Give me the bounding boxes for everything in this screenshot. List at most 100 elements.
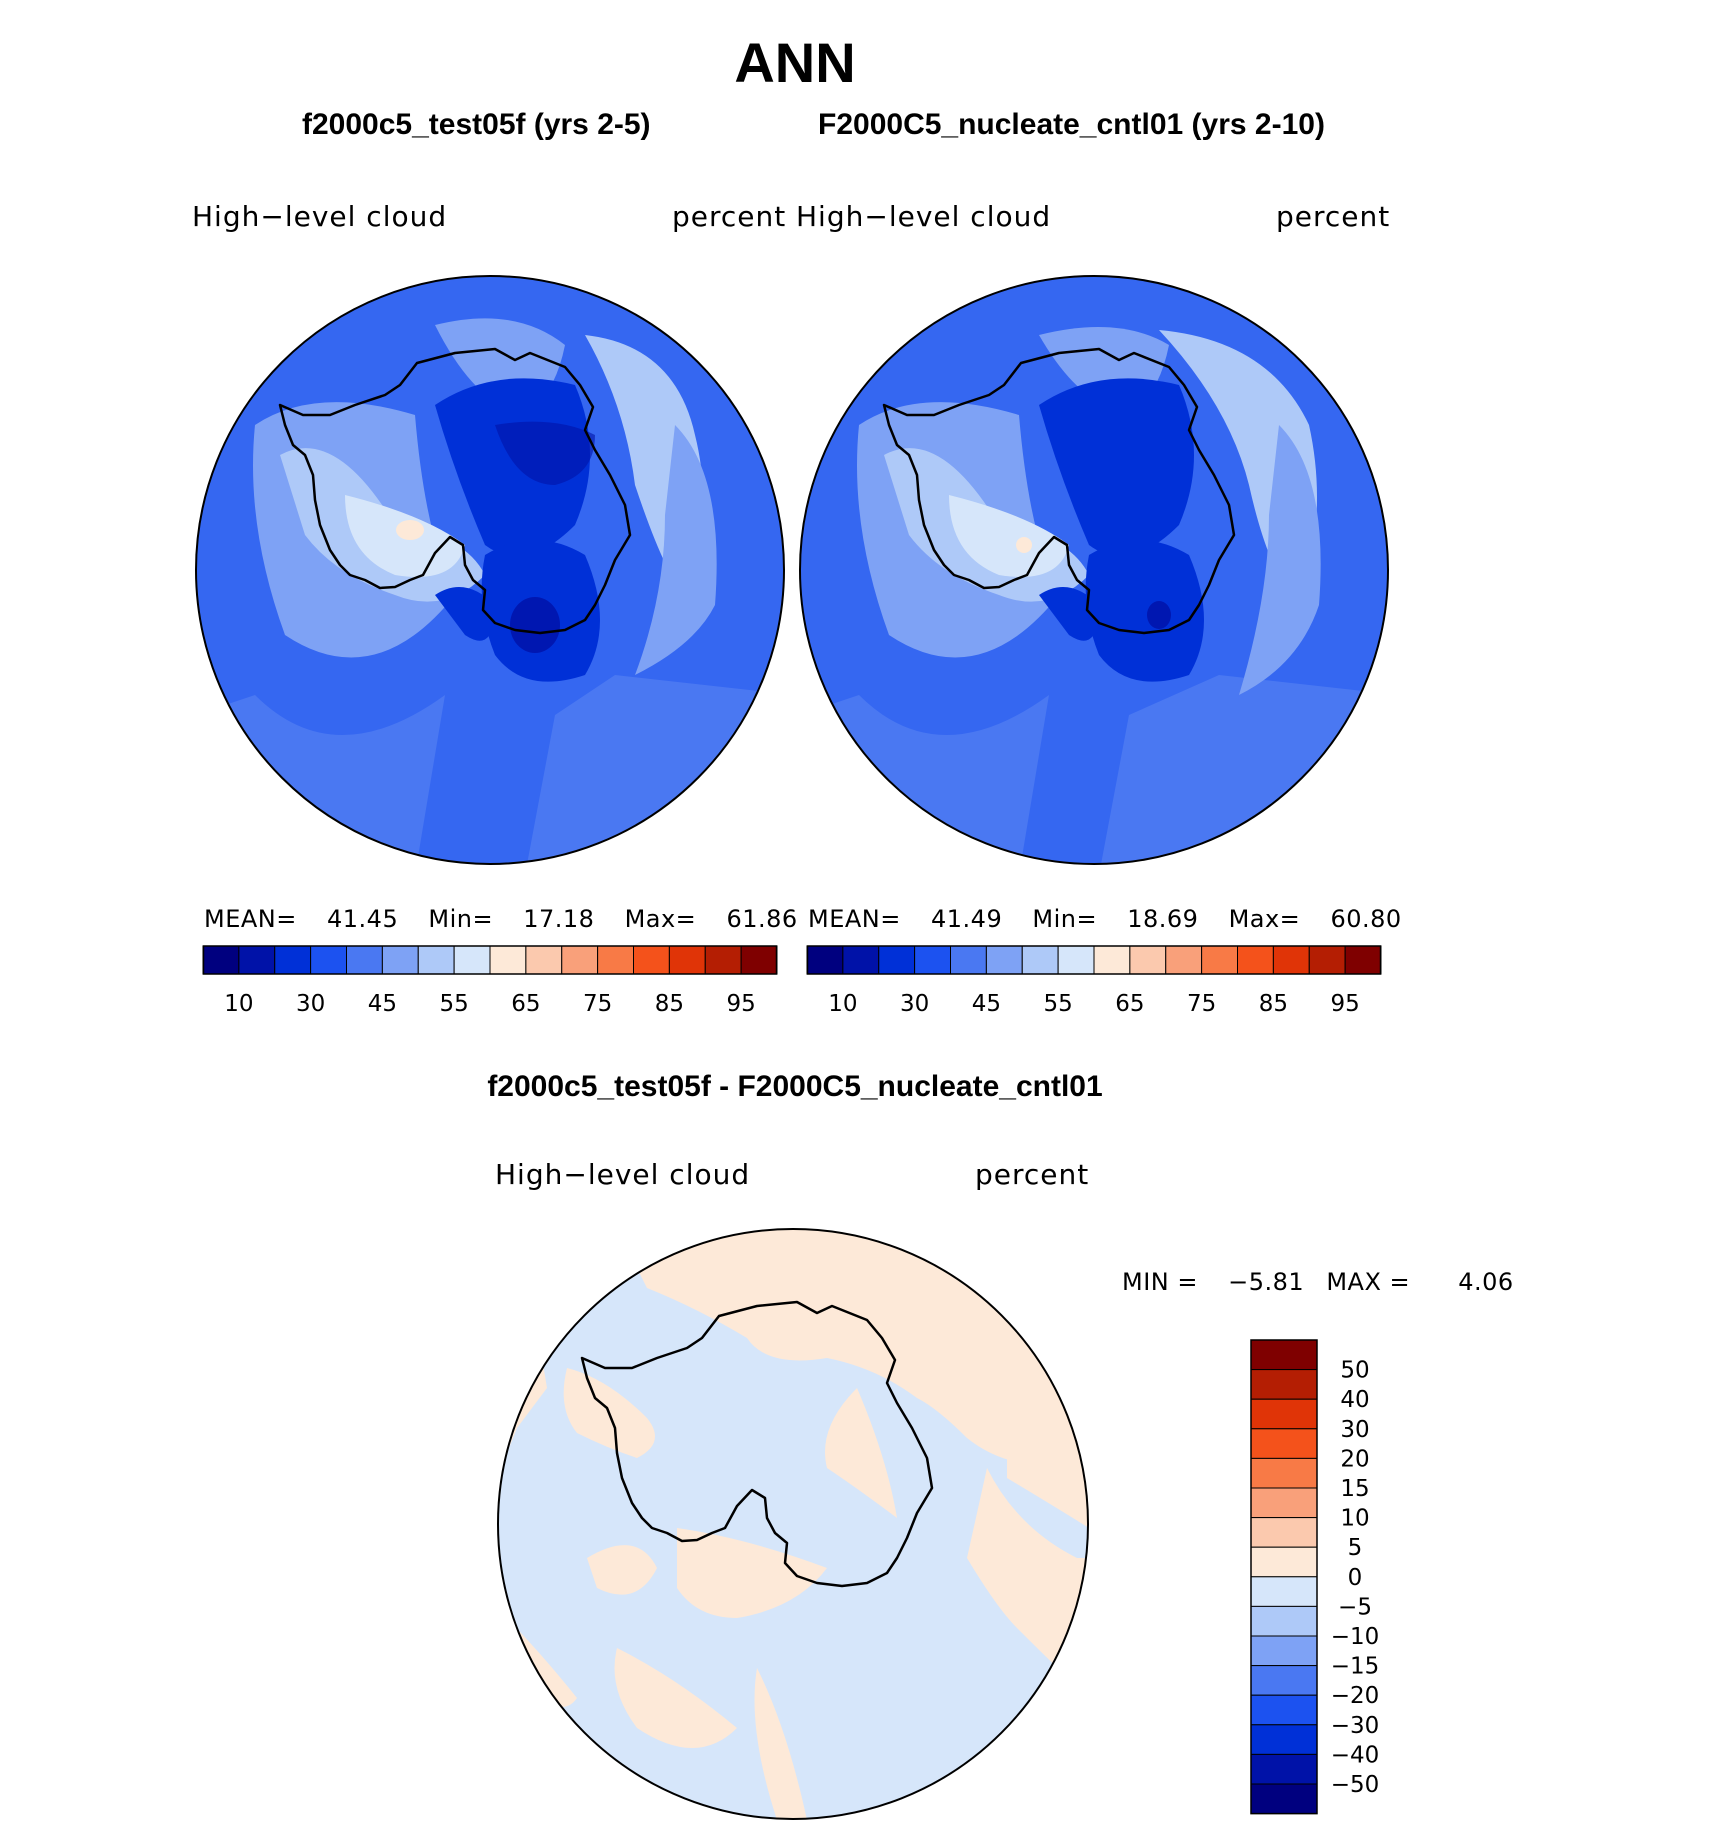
diff-colorbar-tick-label: −50	[1331, 1772, 1380, 1798]
diff-polar-map	[497, 1228, 1089, 1820]
panel2-colorbar-tick-label: 75	[1187, 991, 1216, 1017]
panel1-colorbar-tick-label: 95	[726, 991, 755, 1017]
diff-min-label: MIN =	[1122, 1268, 1198, 1296]
panel2-colorbar-swatch	[1165, 945, 1203, 975]
diff-colorbar-tick-label: −10	[1331, 1624, 1380, 1650]
panel1-colorbar-tick-label: 65	[511, 991, 540, 1017]
panel1-colorbar-tick-label: 85	[655, 991, 684, 1017]
map2-coastline	[882, 347, 1236, 635]
diff-colorbar-swatch	[1250, 1576, 1318, 1607]
panel1-polar-map	[195, 275, 785, 865]
diff-colorbar-swatch	[1250, 1694, 1318, 1726]
panel2-colorbar-swatch	[914, 945, 951, 975]
panel2-colorbar-swatch	[1129, 945, 1167, 975]
diff-colorbar-swatch	[1250, 1339, 1318, 1371]
diff-map-coastline	[580, 1300, 934, 1588]
diff-colorbar-swatch	[1250, 1457, 1318, 1489]
panel1-colorbar-swatch	[310, 945, 347, 975]
panel1-colorbar-swatch	[704, 945, 742, 975]
panel2-colorbar-swatch	[950, 945, 987, 975]
panel1-max-value: 61.86	[726, 905, 798, 933]
panel2-colorbar: 10 30 45 55 65 75 85 95	[806, 945, 1382, 1017]
diff-colorbar-tick-label: −40	[1331, 1742, 1380, 1768]
panel2-colorbar-tick-label: 85	[1259, 991, 1288, 1017]
diff-min-value: −5.81	[1228, 1268, 1305, 1296]
panel2-max-label: Max=	[1228, 905, 1301, 933]
diff-colorbar-tick-label: −20	[1331, 1683, 1380, 1709]
diff-colorbar-tick-label: 50	[1340, 1358, 1369, 1384]
panel2-max-value: 60.80	[1330, 905, 1402, 933]
panel2-colorbar-swatch	[1308, 945, 1346, 975]
diff-colorbar-tick-label: 5	[1348, 1535, 1363, 1561]
panel2-colorbar-tick-label: 65	[1115, 991, 1144, 1017]
panel1-units-label: percent	[672, 200, 787, 233]
diff-colorbar-swatch	[1250, 1753, 1318, 1785]
map1-border	[195, 275, 785, 865]
panel1-colorbar-swatch	[417, 945, 455, 975]
panel2-colorbar-tick-label: 30	[900, 991, 929, 1017]
map1-coastline	[278, 347, 632, 635]
diff-colorbar-swatch	[1250, 1398, 1318, 1430]
panel1-min-value: 17.18	[523, 905, 595, 933]
diff-colorbar-swatch	[1250, 1487, 1318, 1519]
panel2-colorbar-tick-label: 45	[972, 991, 1001, 1017]
panel2-mean-value: 41.49	[931, 905, 1003, 933]
panel1-mean-value: 41.45	[327, 905, 399, 933]
panel2-mean-label: MEAN=	[808, 905, 901, 933]
panel2-colorbar-swatch	[1201, 945, 1238, 975]
panel1-colorbar-tick-label: 55	[439, 991, 468, 1017]
panel1-colorbar-swatch	[346, 945, 383, 975]
map2-border	[799, 275, 1389, 865]
main-title: ANN	[734, 31, 856, 94]
panel1-stats: MEAN= 41.45 Min= 17.18 Max= 61.86	[204, 905, 798, 933]
panel1-colorbar-swatch	[668, 945, 706, 975]
diff-colorbar-swatch	[1250, 1783, 1318, 1815]
panel2-colorbar-swatch	[842, 945, 880, 975]
panel2-polar-map	[799, 275, 1389, 865]
diff-units-label: percent	[975, 1158, 1090, 1191]
panel1-mean-label: MEAN=	[204, 905, 297, 933]
panel1-colorbar-swatch	[381, 945, 419, 975]
panel1-colorbar-tick-label: 75	[583, 991, 612, 1017]
diff-colorbar-tick-label: 20	[1340, 1446, 1369, 1472]
panel1-colorbar-swatch	[525, 945, 563, 975]
panel2-colorbar-swatch	[806, 945, 844, 975]
diff-max-label: MAX =	[1326, 1268, 1411, 1296]
diff-colorbar-tick-label: 0	[1348, 1565, 1363, 1591]
panel1-max-label: Max=	[624, 905, 697, 933]
panel1-colorbar-tick-label: 45	[368, 991, 397, 1017]
panel2-colorbar-tick-label: 10	[828, 991, 857, 1017]
panel2-min-label: Min=	[1032, 905, 1098, 933]
diff-title: f2000c5_test05f - F2000C5_nucleate_cntl0…	[487, 1070, 1103, 1103]
panel1-colorbar-swatch	[238, 945, 276, 975]
diff-colorbar-swatch	[1250, 1605, 1318, 1637]
panel1-colorbar: 10 30 45 55 65 75 85 95	[202, 945, 778, 1017]
diff-colorbar-tick-label: 10	[1340, 1506, 1369, 1532]
diff-colorbar-tick-label: −30	[1331, 1713, 1380, 1739]
diff-colorbar-tick-label: 15	[1340, 1476, 1369, 1502]
diff-minmax: MIN = −5.81 MAX = 4.06	[1122, 1268, 1514, 1296]
panel1-colorbar-swatch	[597, 945, 634, 975]
panel2-stats: MEAN= 41.49 Min= 18.69 Max= 60.80	[808, 905, 1402, 933]
diff-colorbar-swatch	[1250, 1635, 1318, 1667]
diff-colorbar-swatch	[1250, 1369, 1318, 1400]
panel2-variable-label: High−level cloud	[796, 200, 1052, 233]
diff-colorbar-swatch	[1250, 1428, 1318, 1459]
panel1-colorbar-tick-label: 30	[296, 991, 325, 1017]
diff-max-value: 4.06	[1458, 1268, 1514, 1296]
diff-colorbar-tick-label: 40	[1340, 1387, 1369, 1413]
diff-variable-label: High−level cloud	[495, 1158, 751, 1191]
diff-map-border	[497, 1228, 1089, 1820]
panel1-colorbar-swatch	[633, 945, 670, 975]
panel2-colorbar-swatch	[1021, 945, 1059, 975]
panel1-colorbar-swatch	[561, 945, 599, 975]
panel1-colorbar-tick-label: 10	[224, 991, 253, 1017]
diff-colorbar-swatch	[1250, 1517, 1318, 1548]
panel1-colorbar-swatch	[740, 945, 778, 975]
panel1-colorbar-swatch	[202, 945, 240, 975]
panel1-colorbar-swatch	[489, 945, 527, 975]
panel2-colorbar-swatch	[1344, 945, 1382, 975]
diff-colorbar-swatch	[1250, 1724, 1318, 1755]
panel1-case-title: f2000c5_test05f (yrs 2-5)	[302, 108, 651, 141]
diff-colorbar-tick-label: −5	[1338, 1594, 1372, 1620]
